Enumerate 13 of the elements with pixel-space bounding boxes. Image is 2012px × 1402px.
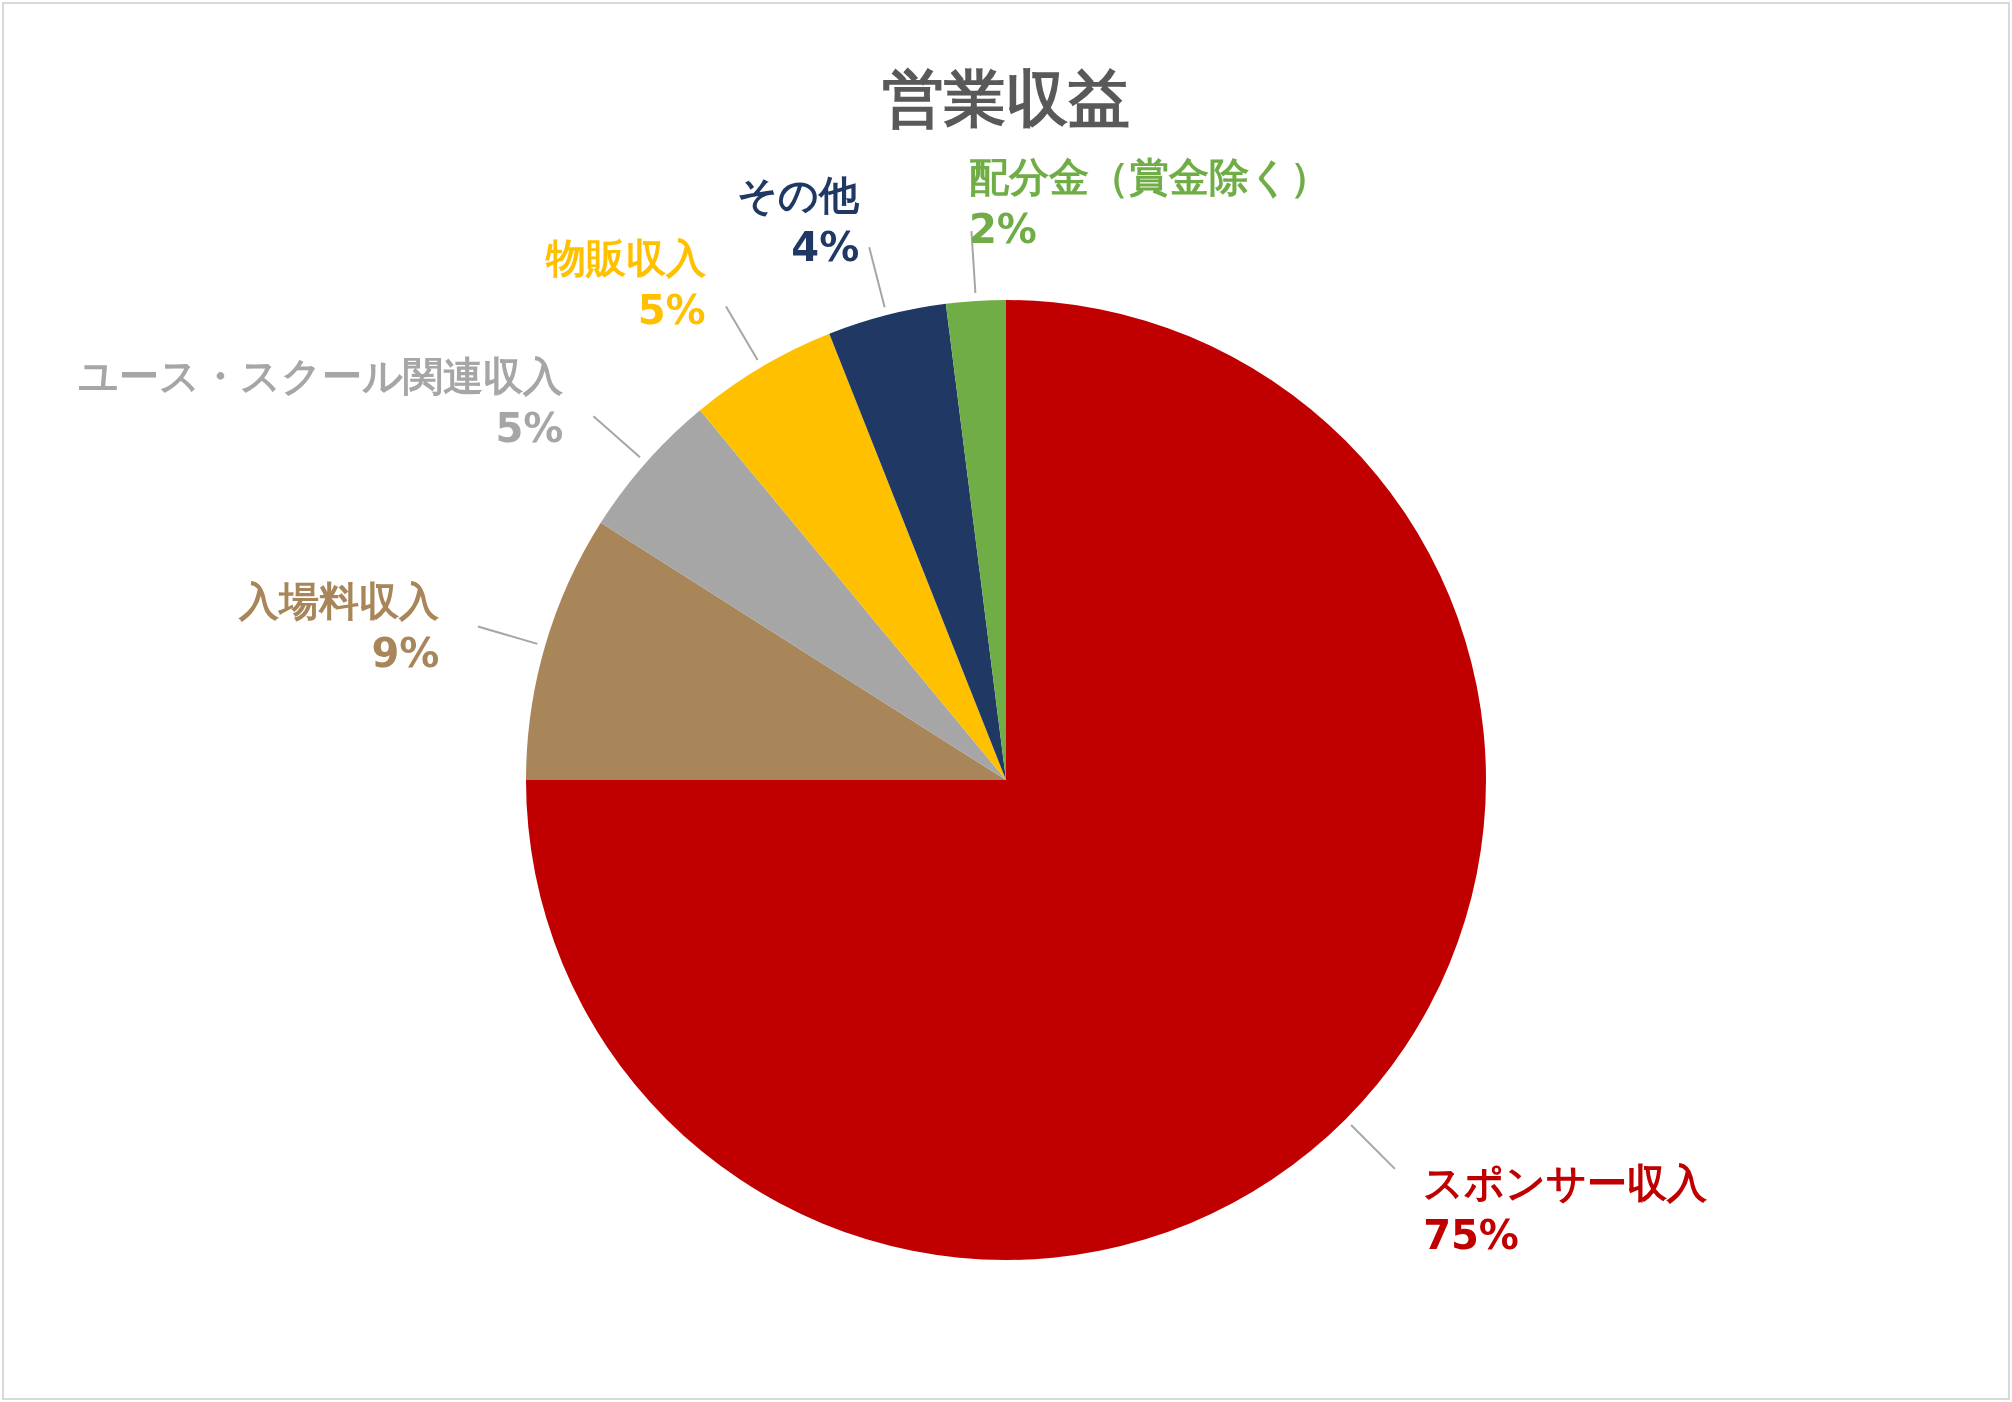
data-label: 75%	[1423, 1212, 1519, 1259]
chart-title: 営業収益	[882, 62, 1130, 135]
data-label: 4%	[791, 223, 860, 270]
data-label: 9%	[371, 630, 440, 677]
slice-label: 物販収入	[544, 235, 707, 282]
slice-label: その他	[737, 171, 861, 218]
slice-label: 配分金（賞金除く）	[968, 154, 1330, 201]
slice-label: ユース・スクール関連収入	[78, 352, 565, 399]
data-label: 2%	[968, 206, 1037, 253]
data-label: 5%	[637, 287, 706, 334]
data-label: 5%	[495, 404, 564, 451]
slice-label: 入場料収入	[238, 578, 441, 625]
slice-label: スポンサー収入	[1423, 1160, 1709, 1207]
